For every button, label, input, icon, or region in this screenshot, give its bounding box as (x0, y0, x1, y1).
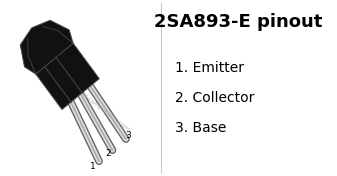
Text: el-component.com: el-component.com (81, 92, 131, 132)
Text: 2SA893-E pinout: 2SA893-E pinout (154, 13, 323, 31)
Text: 1. Emitter: 1. Emitter (175, 61, 244, 75)
Text: 1: 1 (90, 162, 95, 171)
Text: 3: 3 (125, 131, 131, 140)
Text: 3. Base: 3. Base (175, 121, 226, 135)
Polygon shape (20, 20, 73, 74)
Text: 2. Collector: 2. Collector (175, 91, 254, 105)
Polygon shape (36, 43, 99, 109)
Text: 2: 2 (105, 149, 111, 158)
